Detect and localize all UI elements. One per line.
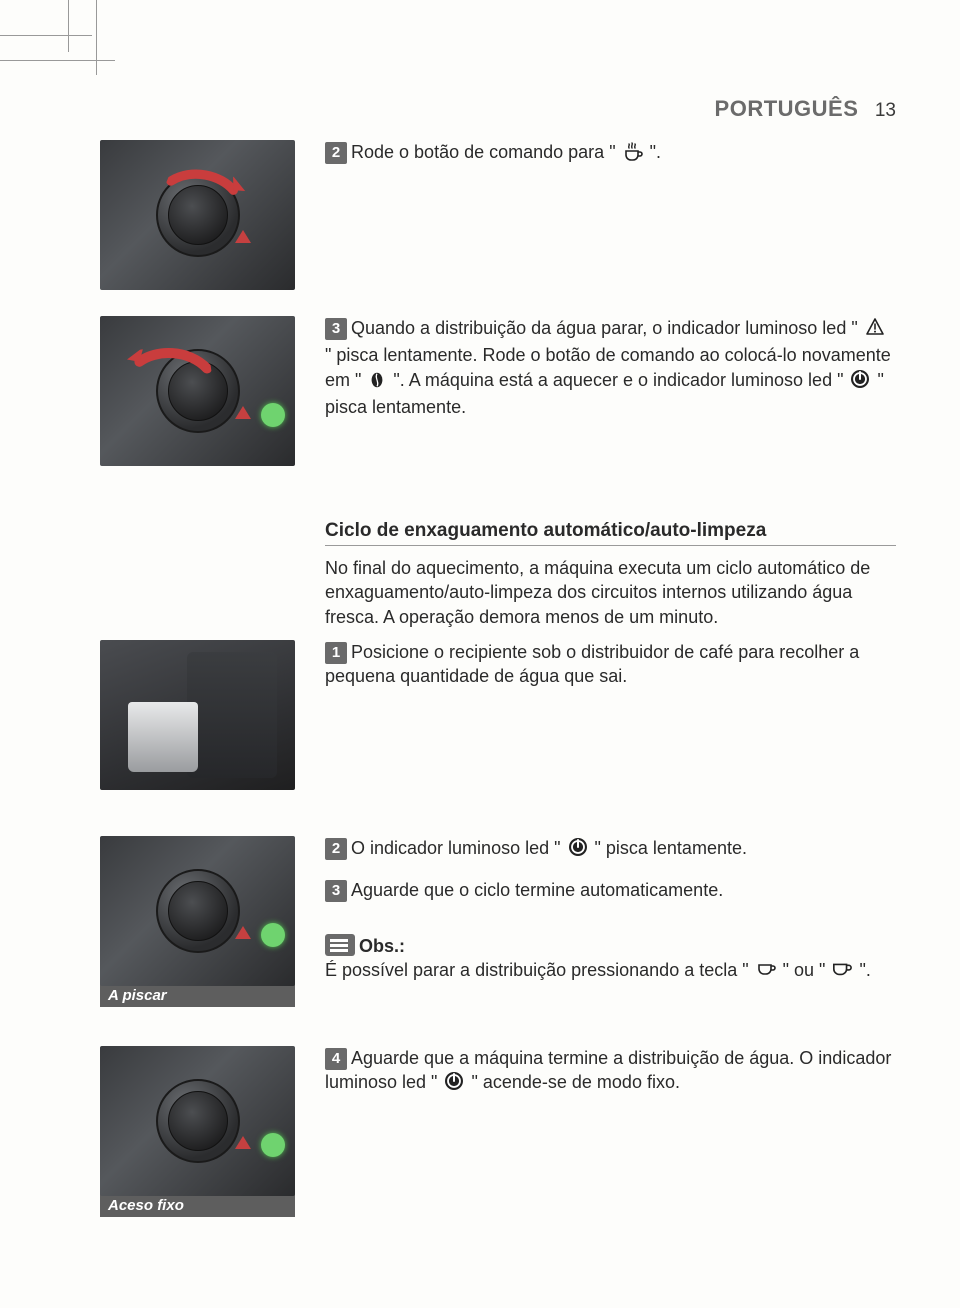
photo-dial-right [100,140,295,290]
cup-steam-icon [623,141,643,167]
page-number: 13 [875,100,896,121]
manual-page: PORTUGUÊS 13 2Rode o botão de comando pa… [0,0,960,1308]
section-intro: No final do aquecimento, a máquina execu… [325,556,896,629]
step3-text: 3Quando a distribuição da água parar, o … [325,316,896,419]
photo-dial-blinking [100,836,295,986]
note-t1: É possível parar a distribuição pression… [325,960,754,980]
step3-t3: ". A máquina está a aquecer e o indicado… [388,370,848,390]
step3-t1: Quando a distribuição da água parar, o i… [351,318,863,338]
section-s1-text: Posicione o recipiente sob o distribuido… [325,642,859,686]
cup-small-icon [756,959,776,985]
thumb-jug [100,640,295,790]
step-badge: 3 [325,318,347,340]
note-label: Obs.: [359,936,405,956]
step2-part-a: Rode o botão de comando para " [351,142,621,162]
note-icon [325,934,355,956]
language-label: PORTUGUÊS [715,96,859,121]
power-icon [444,1071,464,1097]
section-s2-t1: O indicador luminoso led " [351,838,566,858]
step-badge: 1 [325,642,347,664]
step-badge: 2 [325,142,347,164]
section-step3: 3Aguarde que o ciclo termine automaticam… [325,878,896,902]
power-icon [568,837,588,863]
thumb-solid: Aceso fixo [100,1046,295,1217]
cup-large-icon [832,959,852,985]
section-title: Ciclo de enxaguamento automático/auto-li… [325,520,896,546]
section-block: Ciclo de enxaguamento automático/auto-li… [325,520,896,629]
crop-mark [0,60,115,61]
section-s2-t2: " pisca lentamente. [590,838,747,858]
warning-icon [865,317,885,343]
note-t3: ". [854,960,870,980]
bean-icon [368,371,386,395]
photo-dial-left [100,316,295,466]
step-badge: 4 [325,1048,347,1070]
crop-mark [68,0,69,52]
thumb-step3 [100,316,295,466]
section-s4-t2: " acende-se de modo fixo. [466,1072,680,1092]
thumb-step2 [100,140,295,290]
step2-part-b: ". [645,142,661,162]
step2-text: 2Rode o botão de comando para " ". [325,140,896,167]
section-step1: 1Posicione o recipiente sob o distribuid… [325,640,896,689]
caption-blinking: A piscar [100,984,295,1007]
section-step4: 4Aguarde que a máquina termine a distrib… [325,1046,896,1098]
power-icon [850,369,870,395]
step-badge: 2 [325,838,347,860]
photo-dial-solid [100,1046,295,1196]
crop-mark [0,35,92,36]
note-t2: " ou " [778,960,831,980]
crop-mark [96,0,97,75]
step-badge: 3 [325,880,347,902]
thumb-blinking: A piscar [100,836,295,1007]
section-step2: 2O indicador luminoso led " " pisca lent… [325,836,896,863]
section-s3-text: Aguarde que o ciclo termine automaticame… [351,880,723,900]
page-header: PORTUGUÊS 13 [715,96,896,122]
section-note: Obs.: É possível parar a distribuição pr… [325,934,896,986]
caption-solid: Aceso fixo [100,1194,295,1217]
photo-machine-jug [100,640,295,790]
